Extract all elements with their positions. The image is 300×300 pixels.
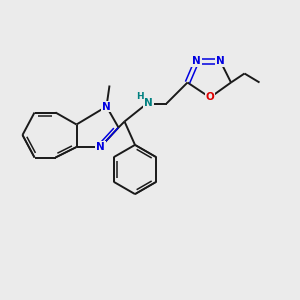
Text: H: H	[136, 92, 143, 101]
Text: N: N	[216, 56, 225, 67]
Text: N: N	[144, 98, 153, 109]
Text: N: N	[192, 56, 201, 67]
Text: O: O	[206, 92, 214, 103]
Text: N: N	[102, 101, 111, 112]
Text: N: N	[96, 142, 105, 152]
